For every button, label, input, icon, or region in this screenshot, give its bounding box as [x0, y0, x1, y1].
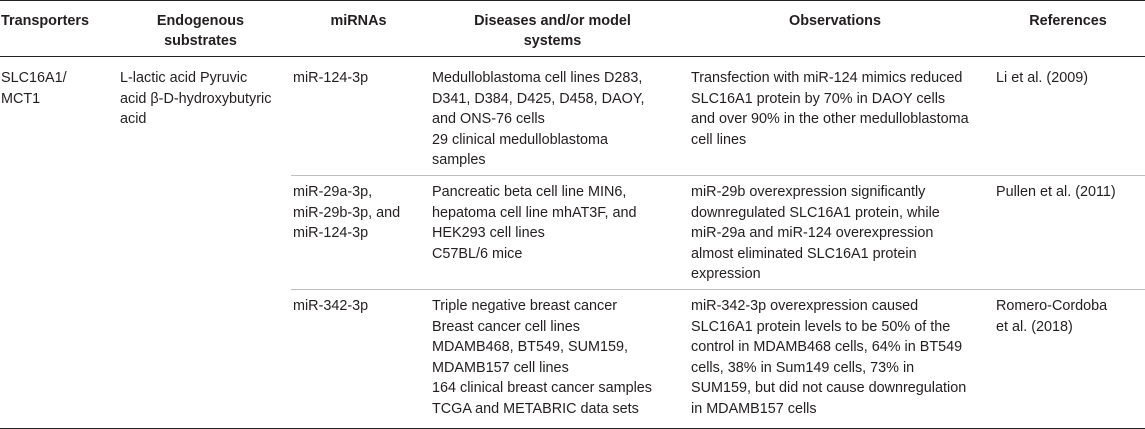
- reference-cell: Romero-Cordoba et al. (2018): [991, 288, 1145, 429]
- disease-cell: Pancreatic beta cell line MIN6, hepatoma…: [426, 174, 679, 290]
- table-row: miR-342-3p Triple negative breast cancer…: [0, 288, 1145, 429]
- reference-cell: Pullen et al. (2011): [991, 174, 1145, 290]
- substrates-cell: L-lactic acid Pyruvic acid β-D-hydroxybu…: [110, 56, 291, 429]
- observation-cell: Transfection with miR-124 mimics reduced…: [691, 70, 969, 148]
- mirna-cell: miR-29a-3p, miR-29b-3p, and miR-124-3p: [291, 174, 426, 290]
- header-observations: Observations: [679, 0, 991, 57]
- header-references: References: [991, 0, 1145, 57]
- header-mirnas: miRNAs: [291, 0, 426, 57]
- disease-cell: Triple negative breast cancer Breast can…: [426, 288, 679, 429]
- transporter-cell: SLC16A1/ MCT1: [0, 56, 110, 429]
- mirna-cell: miR-124-3p: [293, 70, 369, 86]
- observation-cell: miR-342-3p overexpression caused SLC16A1…: [679, 288, 991, 429]
- observation-cell: miR-29b overexpression significantly dow…: [679, 174, 991, 290]
- table-row: miR-29a-3p, miR-29b-3p, and miR-124-3p P…: [0, 174, 1145, 290]
- mirna-cell: miR-342-3p: [291, 288, 426, 429]
- reference-cell: Li et al. (2009): [996, 70, 1088, 86]
- header-endogenous-substrates: Endogenous substrates: [110, 0, 291, 57]
- header-transporters: Transporters: [0, 0, 110, 57]
- header-diseases: Diseases and/or model systems: [426, 0, 679, 57]
- disease-cell: Medulloblastoma cell lines D283, D341, D…: [432, 70, 645, 169]
- header-row: Transporters Endogenous substrates miRNA…: [0, 0, 1145, 57]
- table-row: SLC16A1/ MCT1 L-lactic acid Pyruvic acid…: [0, 56, 1145, 429]
